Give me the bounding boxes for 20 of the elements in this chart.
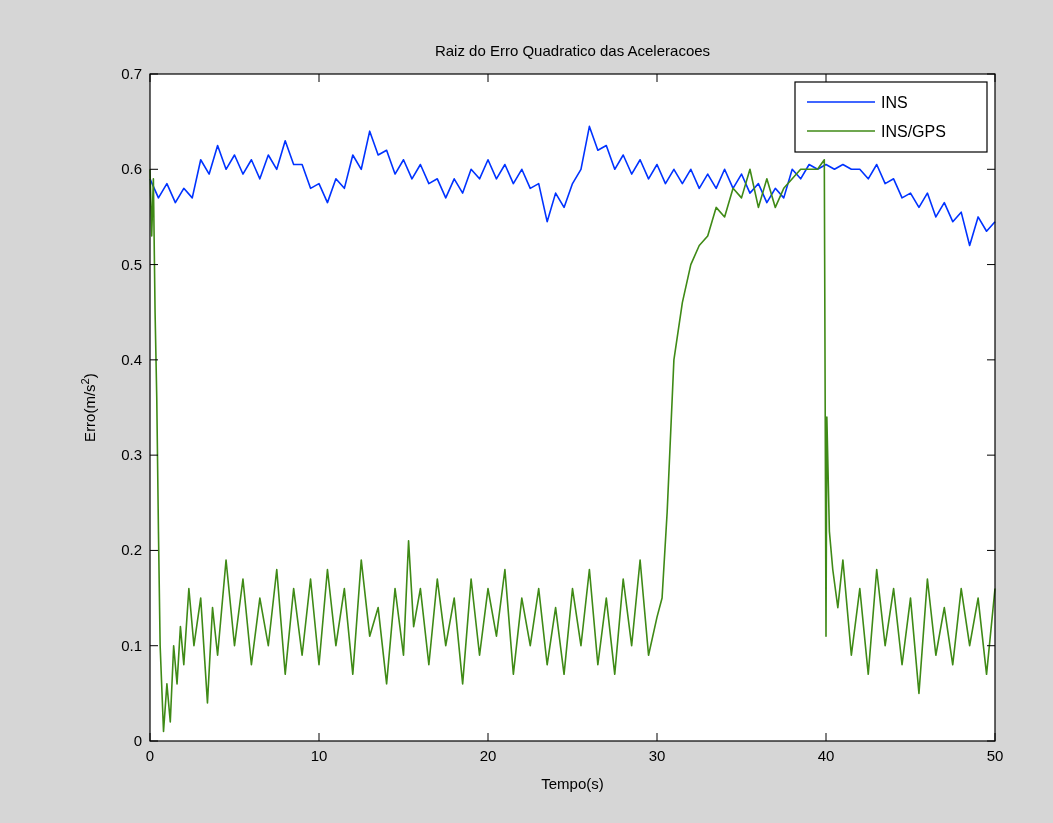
x-tick-label: 50 — [986, 747, 1004, 764]
x-tick-label: 40 — [817, 747, 835, 764]
x-tick-label: 10 — [310, 747, 328, 764]
line-series — [149, 125, 996, 247]
y-tick-label: 0.4 — [121, 350, 142, 368]
line-series — [149, 158, 996, 733]
x-tick-label: 30 — [648, 747, 666, 764]
chart-title: Raiz do Erro Quadratico das Aceleracoes — [434, 42, 711, 59]
x-tick-label: 20 — [479, 747, 497, 764]
y-tick-label: 0 — [133, 732, 142, 749]
legend-label: INS — [881, 94, 908, 111]
x-tick-label: 0 — [145, 747, 155, 764]
y-tick-label: 0.1 — [121, 636, 142, 654]
x-axis-title: Tempo(s) — [541, 775, 604, 792]
y-tick-label: 0.2 — [121, 541, 142, 559]
legend-label: INS/GPS — [881, 123, 946, 140]
y-tick-label: 0.5 — [121, 255, 142, 273]
y-tick-label: 0.7 — [121, 65, 142, 82]
y-tick-label: 0.6 — [121, 160, 142, 178]
y-tick-label: 0.3 — [121, 446, 142, 464]
